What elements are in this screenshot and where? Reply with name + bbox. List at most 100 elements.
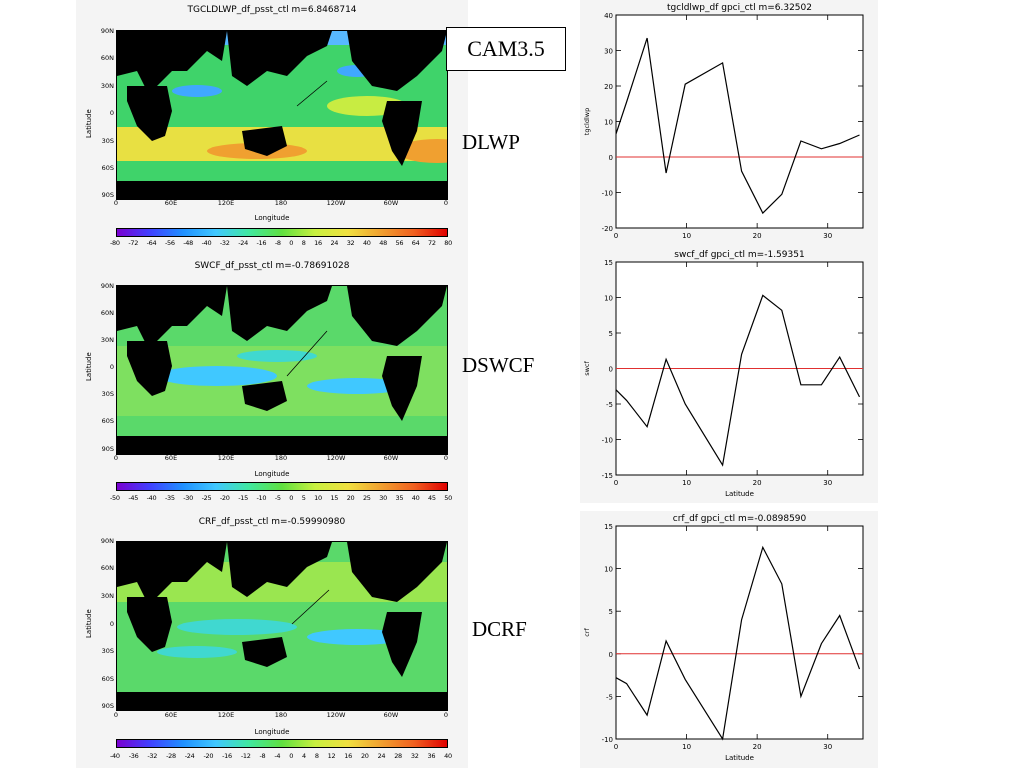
colorbar-labels: -40 -36 -32 -28 -24 -20 -16 -12 -8 -4 0 4 8 12 16 20 24 2… [110, 752, 452, 760]
y-tick-label: 0 [609, 366, 613, 374]
lon-tick: 0 [113, 454, 119, 462]
colorbar-label: 72 [428, 239, 436, 247]
lat-tick: 90S [101, 445, 114, 453]
y-tick-label: -15 [602, 472, 613, 480]
y-tick-label: 40 [604, 12, 613, 20]
lon-tick: 120W [326, 199, 346, 207]
x-tick-label: 0 [614, 479, 618, 487]
plot-frame [615, 14, 864, 229]
lon-tick: 180 [274, 454, 288, 462]
lon-tick: 60E [164, 454, 178, 462]
x-axis-label: Latitude [725, 490, 754, 498]
colorbar [116, 228, 448, 237]
lat-tick: 60N [100, 564, 114, 572]
colorbar-label: 32 [346, 239, 355, 247]
lat-tick: 0 [109, 109, 114, 117]
colorbar-label: 48 [379, 239, 387, 247]
lat-tick: 30N [100, 336, 114, 344]
colorbar-label: 5 [301, 494, 306, 502]
colorbar-label: 36 [427, 752, 436, 760]
world-map-dcrf [116, 541, 448, 711]
chart-title: crf_df gpci_ctl m=-0.0898590 [673, 514, 807, 524]
lon-tick: 60E [164, 199, 178, 207]
colorbar-label: 20 [346, 494, 355, 502]
y-tick-label: 10 [604, 295, 613, 303]
map-title: CRF_df_psst_ctl m=-0.59990980 [198, 517, 346, 527]
line-chart-panel-2: swcf_df gpci_ctl m=-1.59351 -15 -10 -5 0 5 10 1… [580, 245, 878, 503]
colorbar-label: -20 [219, 494, 230, 502]
lat-tick: 90N [100, 282, 114, 290]
map-title: TGCLDLWP_df_psst_ctl m=6.8468714 [187, 5, 357, 15]
lon-tick: 0 [443, 454, 449, 462]
lon-tick: 0 [443, 711, 449, 719]
y-tick-label: -10 [602, 190, 613, 198]
x-tick-label: 0 [614, 232, 618, 240]
lon-tick: 60E [164, 711, 178, 719]
x-tick-label: 30 [823, 232, 832, 240]
x-tick-label: 0 [614, 743, 618, 751]
series-line [615, 294, 861, 467]
lat-tick: 60S [101, 675, 114, 683]
colorbar-label: 4 [302, 752, 306, 760]
line-chart-tgcldlwp: tgcldlwp_df gpci_ctl m=6.32502 -20 -10 0 10 2… [583, 3, 864, 240]
label-dlwp: DLWP [462, 130, 520, 154]
model-label-box: CAM3.5 [446, 27, 566, 71]
colorbar-label: 24 [377, 752, 386, 760]
colorbar-label: 56 [395, 239, 404, 247]
colorbar-label: 15 [330, 494, 339, 502]
colorbar-label: 16 [344, 752, 352, 760]
label-dswcf: DSWCF [462, 353, 535, 377]
colorbar-label: -24 [238, 239, 248, 247]
x-tick-label: 30 [823, 479, 832, 487]
line-chart-panel-3: crf_df gpci_ctl m=-0.0898590 -10 -5 0 5 10 15 0… [580, 511, 878, 768]
lat-tick: 90N [100, 537, 114, 545]
lat-tick: 90N [100, 27, 114, 35]
y-tick-label: 30 [604, 48, 613, 56]
x-tick-label: 10 [682, 479, 691, 487]
colorbar-label: -72 [128, 239, 139, 247]
colorbar-label: 20 [360, 752, 369, 760]
y-tick-label: 5 [609, 330, 613, 338]
colorbar-label: 0 [289, 752, 294, 760]
colorbar-label: -50 [110, 494, 120, 502]
colorbar-label: -32 [219, 239, 230, 247]
line-chart-panel-1: tgcldlwp_df gpci_ctl m=6.32502 -20 -10 0 10 2… [580, 0, 878, 245]
lon-tick: 120W [326, 454, 346, 462]
colorbar-label: 8 [314, 752, 319, 760]
colorbar-label: 16 [314, 239, 322, 247]
colorbar-label: -80 [110, 239, 120, 247]
lon-axis-label: Longitude [254, 470, 290, 478]
colorbar-label: -20 [203, 752, 214, 760]
colorbar-label: 28 [394, 752, 402, 760]
lat-tick: 60N [100, 309, 114, 317]
map-dswcf: SWCF_df_psst_ctl m=-0.78691028 Latitude … [76, 255, 468, 510]
lon-tick: 120W [326, 711, 346, 719]
colorbar-label: -16 [222, 752, 232, 760]
map-dlwp: TGCLDLWP_df_psst_ctl m=6.8468714 Latitud… [76, 0, 468, 255]
map-field [117, 286, 447, 454]
series-line [615, 37, 860, 215]
line-chart-swcf: swcf_df gpci_ctl m=-1.59351 -15 -10 -5 0 5 10 1… [583, 250, 864, 498]
y-tick-label: 15 [604, 259, 613, 267]
colorbar-label: 45 [428, 494, 436, 502]
y-tick-label: -5 [606, 693, 613, 701]
y-tick-label: 0 [609, 651, 613, 659]
series-line [615, 545, 861, 741]
y-tick-label: 5 [609, 608, 613, 616]
lat-tick: 60S [101, 164, 114, 172]
colorbar-label: -25 [201, 494, 212, 502]
x-tick-label: 10 [682, 232, 691, 240]
colorbar-label: -64 [146, 239, 157, 247]
lon-tick: 0 [443, 199, 449, 207]
colorbar-label: 25 [362, 494, 371, 502]
colorbar-label: -40 [146, 494, 157, 502]
lon-tick: 0 [113, 711, 119, 719]
y-tick-label: 20 [604, 83, 613, 91]
colorbar-label: 64 [411, 239, 420, 247]
lon-tick: 120E [217, 454, 235, 462]
colorbar-label: -48 [183, 239, 193, 247]
lon-tick: 60W [383, 454, 399, 462]
lat-tick: 30S [101, 390, 114, 398]
lon-tick: 0 [113, 199, 119, 207]
colorbar-label: 24 [330, 239, 339, 247]
